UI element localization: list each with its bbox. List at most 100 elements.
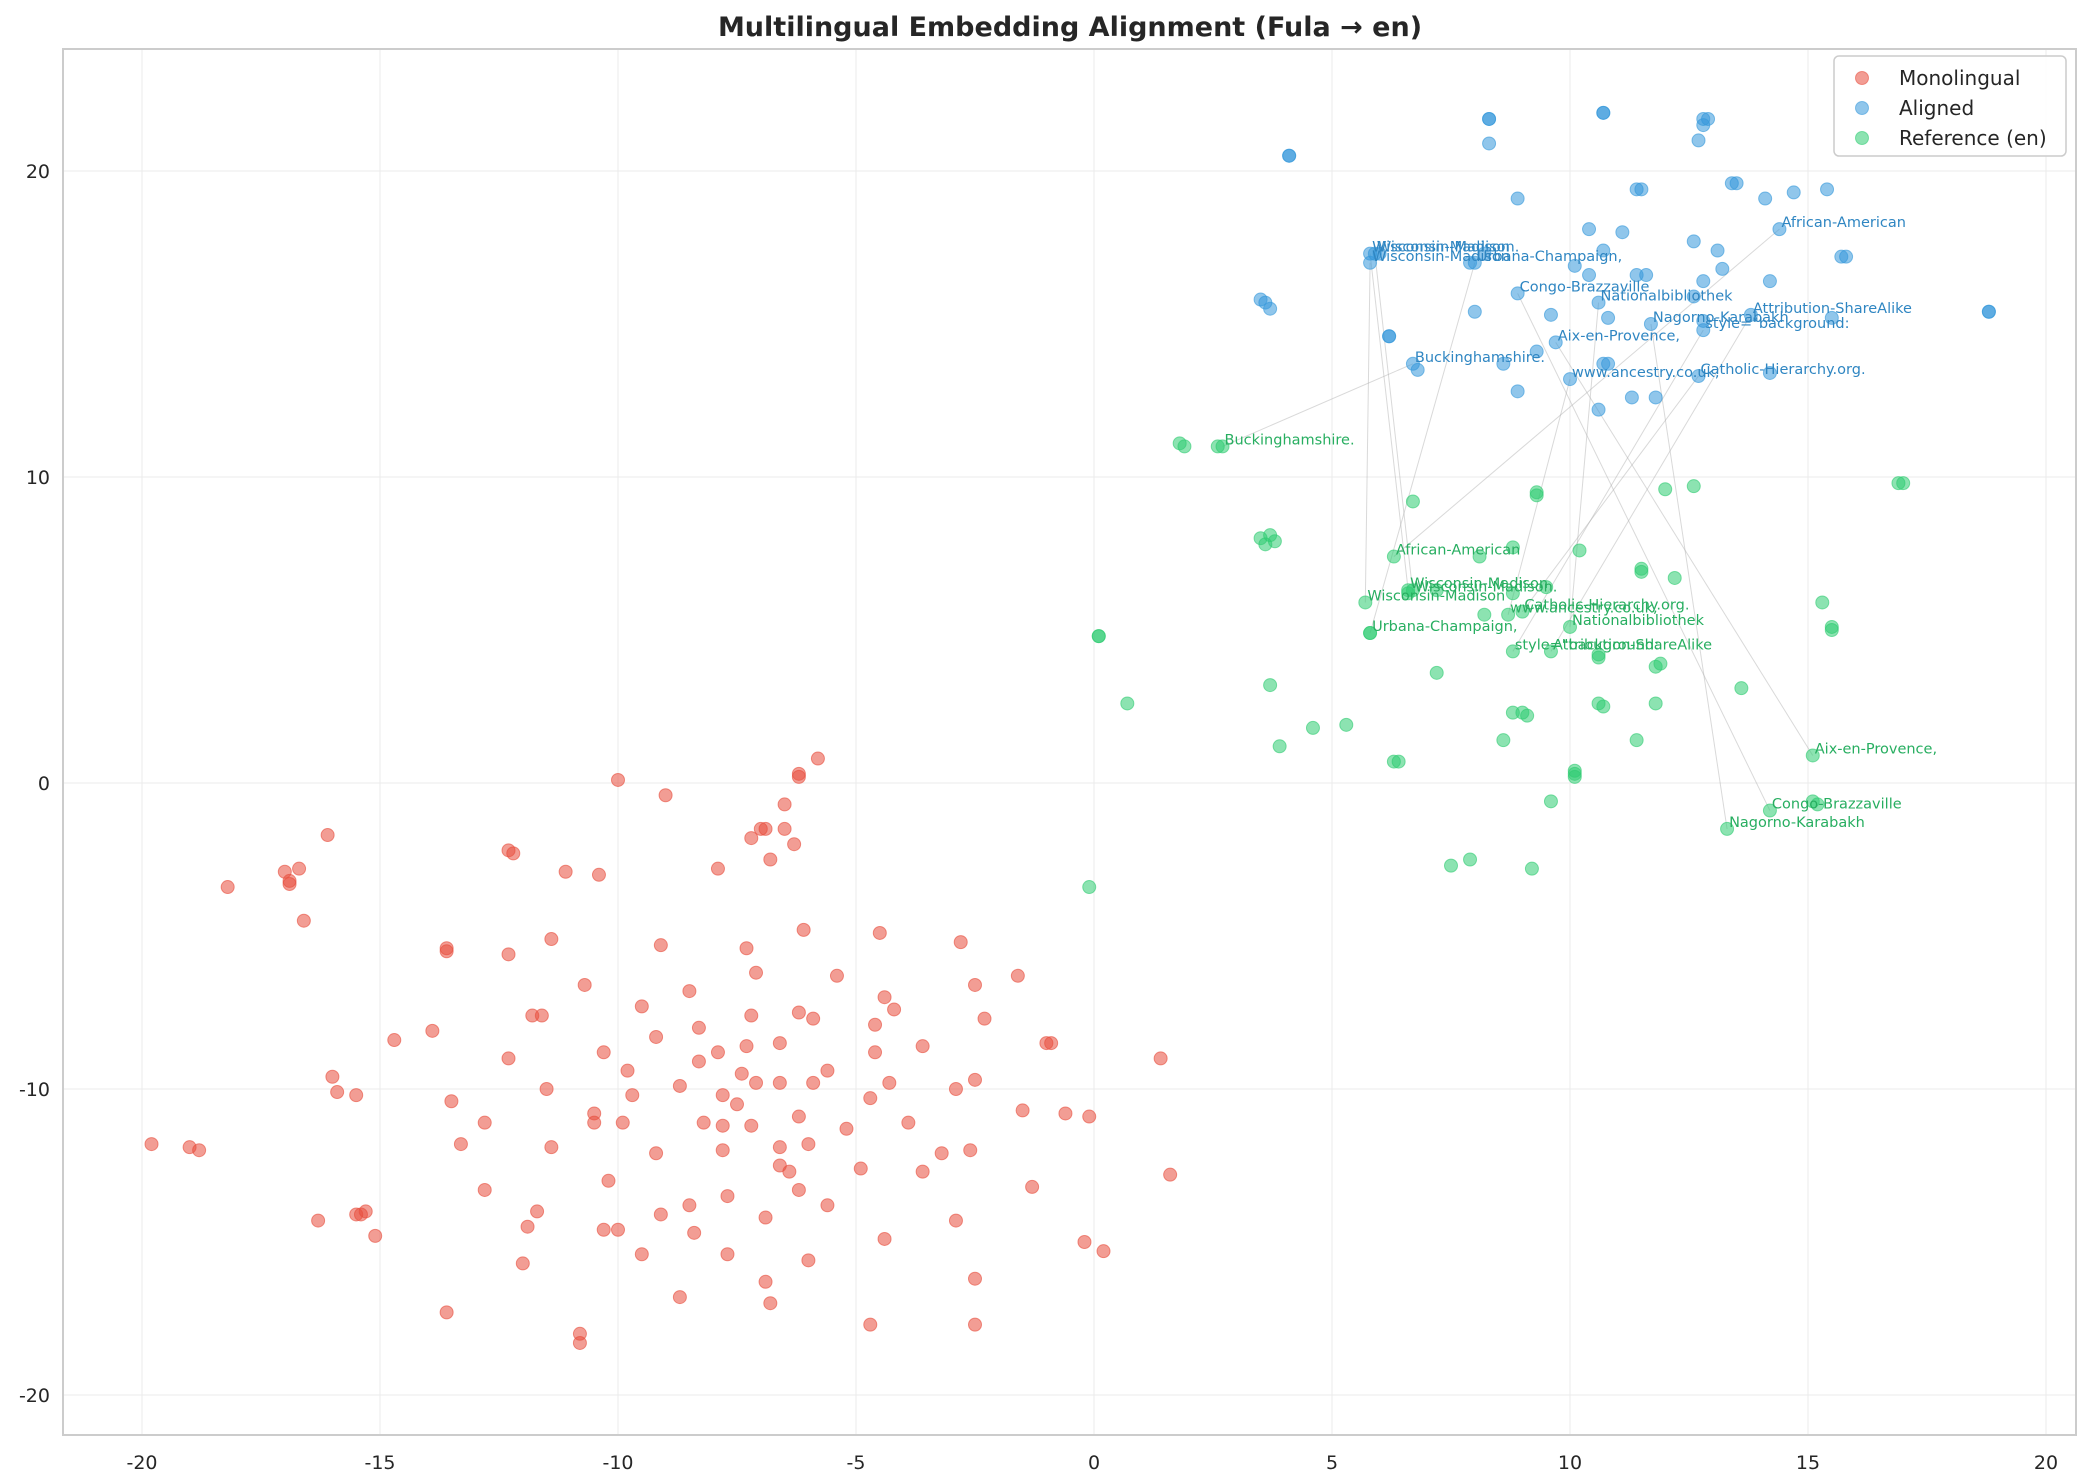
data-point bbox=[658, 788, 673, 803]
data-point bbox=[1267, 534, 1282, 549]
data-point bbox=[534, 1008, 549, 1023]
data-point bbox=[1629, 733, 1644, 748]
reference-point-label: Congo-Brazzaville bbox=[1772, 797, 1902, 813]
data-point bbox=[1981, 304, 1996, 319]
aligned-point-label: www.ancestry.co.uk, bbox=[1572, 365, 1720, 381]
data-point bbox=[625, 1088, 640, 1103]
data-point bbox=[772, 1140, 787, 1155]
data-point bbox=[439, 944, 454, 959]
plot-frame bbox=[62, 48, 2077, 1436]
data-point bbox=[358, 1204, 373, 1219]
data-point bbox=[1820, 182, 1835, 197]
data-point bbox=[1010, 968, 1025, 983]
data-point bbox=[1762, 274, 1777, 289]
data-point bbox=[853, 1161, 868, 1176]
series-monolingual bbox=[144, 751, 1178, 1350]
y-tick-label: 10 bbox=[26, 467, 50, 489]
data-point bbox=[1505, 540, 1520, 555]
x-tick-label: 15 bbox=[1796, 1452, 1820, 1474]
data-point bbox=[1686, 289, 1701, 304]
data-point bbox=[1467, 304, 1482, 319]
data-point bbox=[1529, 344, 1544, 359]
aligned-point-label: Aix-en-Provence, bbox=[1558, 328, 1680, 344]
aligned-point-label: African-American bbox=[1781, 215, 1905, 231]
legend-box bbox=[1833, 55, 2067, 157]
data-point bbox=[1701, 111, 1716, 126]
data-point bbox=[1729, 176, 1744, 191]
data-point bbox=[1429, 583, 1444, 598]
data-point bbox=[791, 769, 806, 784]
legend-marker-reference bbox=[1855, 131, 1869, 145]
y-tick-label: -10 bbox=[19, 1079, 50, 1101]
legend-item-aligned: Aligned bbox=[1855, 96, 1974, 120]
data-point bbox=[1082, 1109, 1097, 1124]
x-tick-label: -5 bbox=[847, 1452, 866, 1474]
data-point bbox=[715, 1118, 730, 1133]
data-point bbox=[820, 1063, 835, 1078]
data-point bbox=[968, 1271, 982, 1286]
data-point bbox=[1815, 595, 1830, 610]
connector-line bbox=[1569, 302, 1600, 627]
data-point bbox=[1772, 222, 1787, 237]
data-point bbox=[915, 1164, 930, 1179]
data-point bbox=[744, 831, 759, 846]
data-point bbox=[1444, 858, 1458, 873]
data-point bbox=[292, 861, 307, 876]
legend-item-reference: Reference (en) bbox=[1855, 126, 2047, 150]
data-point bbox=[601, 1173, 616, 1188]
data-point bbox=[744, 1008, 759, 1023]
data-point bbox=[1163, 1167, 1178, 1182]
data-point bbox=[915, 1039, 930, 1054]
data-point bbox=[1686, 234, 1701, 249]
data-point bbox=[330, 1085, 345, 1100]
data-point bbox=[1591, 402, 1606, 417]
data-point bbox=[591, 867, 606, 882]
data-point bbox=[1044, 1036, 1059, 1051]
data-point bbox=[796, 922, 811, 937]
chart-title: Multilingual Embedding Alignment (Fula →… bbox=[718, 12, 1422, 43]
data-point bbox=[820, 1198, 835, 1213]
data-point bbox=[691, 1054, 706, 1069]
legend-label: Aligned bbox=[1899, 96, 1974, 120]
data-point bbox=[1596, 243, 1611, 258]
legend: Monolingual Aligned Reference (en) bbox=[1833, 55, 2067, 157]
data-point bbox=[1524, 861, 1539, 876]
data-point bbox=[1715, 261, 1730, 276]
data-point bbox=[320, 828, 335, 843]
data-point bbox=[1477, 607, 1492, 622]
data-point bbox=[1363, 255, 1378, 270]
reference-point-label: Attribution-ShareAlike bbox=[1553, 637, 1712, 653]
data-point bbox=[1567, 258, 1582, 273]
data-point bbox=[1505, 644, 1520, 659]
connector-line bbox=[1650, 323, 1728, 829]
data-point bbox=[715, 1143, 730, 1158]
y-tick-label: 20 bbox=[26, 161, 50, 183]
data-point bbox=[1515, 604, 1530, 619]
data-point bbox=[325, 1069, 340, 1084]
data-point bbox=[611, 1222, 625, 1237]
data-point bbox=[968, 977, 982, 992]
reference-point-label: Buckinghamshire. bbox=[1225, 432, 1355, 448]
data-point bbox=[1567, 769, 1582, 784]
data-point bbox=[1543, 644, 1558, 659]
data-point bbox=[1572, 543, 1587, 558]
data-point bbox=[772, 1036, 787, 1051]
aligned-point-label: Wisconsin-Madison. bbox=[1377, 240, 1520, 256]
data-point bbox=[877, 1231, 892, 1246]
data-point bbox=[1762, 803, 1777, 818]
data-point bbox=[810, 751, 825, 766]
data-point bbox=[1091, 629, 1106, 644]
data-point bbox=[1543, 794, 1558, 809]
data-point bbox=[596, 1222, 611, 1237]
data-point bbox=[782, 1164, 797, 1179]
data-point bbox=[1096, 1244, 1111, 1259]
data-point bbox=[829, 968, 844, 983]
data-point bbox=[311, 1213, 326, 1228]
data-point bbox=[1563, 372, 1577, 387]
y-axis-ticks: -20 -10 0 10 20 bbox=[19, 161, 50, 1407]
data-point bbox=[1282, 148, 1297, 163]
data-point bbox=[530, 1204, 545, 1219]
data-point bbox=[863, 1317, 878, 1332]
data-point bbox=[977, 1011, 992, 1026]
